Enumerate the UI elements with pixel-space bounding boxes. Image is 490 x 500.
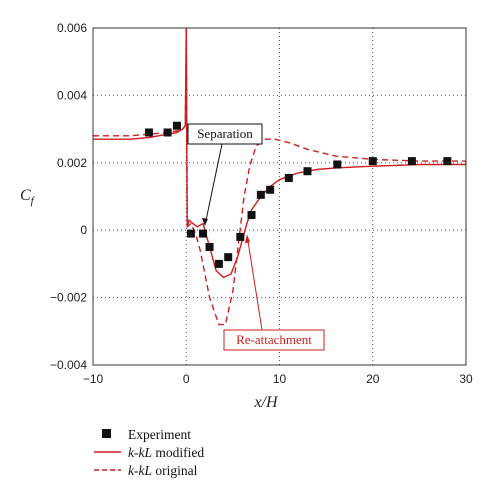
experiment-point (199, 229, 208, 238)
experiment-markers (144, 121, 452, 268)
experiment-point (214, 259, 223, 268)
grid-lines (93, 28, 466, 365)
x-axis-label: x/H (253, 394, 279, 411)
x-tick-label: 30 (459, 372, 473, 386)
series-line-modified (93, 28, 466, 279)
tick-labels: −10 0 10 20 30 −0.004 −0.002 0 0.002 0.004 0.006 (50, 21, 473, 386)
reattachment-callout-box (223, 329, 325, 351)
x-tick-label: 10 (273, 372, 287, 386)
experiment-point (224, 253, 233, 262)
experiment-point (247, 211, 256, 220)
separation-callout-text: Separation (197, 126, 253, 141)
legend-label: k-kL original (128, 463, 198, 478)
separation-callout-box (187, 123, 263, 145)
experiment-point (172, 121, 181, 130)
y-tick-label: −0.002 (50, 291, 87, 305)
experiment-point (256, 190, 265, 199)
plot-frame (92, 27, 467, 366)
experiment-point (144, 128, 153, 137)
y-tick-label: 0 (80, 223, 87, 237)
experiment-point (303, 167, 312, 176)
experiment-point (368, 157, 377, 166)
reattachment-arrow (247, 241, 263, 331)
reattachment-arrowhead (244, 234, 250, 244)
annotations: Separation Re-attachment (187, 123, 325, 351)
experiment-point (407, 157, 416, 166)
experiment-point (443, 157, 452, 166)
experiment-point (205, 243, 214, 252)
y-tick-label: −0.004 (50, 358, 87, 372)
x-tick-label: 20 (366, 372, 380, 386)
legend-marker-experiment (102, 429, 111, 438)
legend-label: Experiment (128, 427, 191, 442)
experiment-point (284, 173, 293, 182)
y-axis-label: Cf (20, 187, 36, 207)
separation-arrowhead (201, 217, 208, 226)
experiment-point (236, 232, 245, 241)
separation-arrow (205, 143, 223, 221)
series-line-original (93, 28, 466, 326)
legend-label: k-kL modified (128, 445, 204, 460)
y-tick-label: 0.002 (57, 156, 87, 170)
legend: Experiment k-kL modified k-kL original (94, 427, 204, 478)
experiment-point (266, 185, 275, 194)
experiment-point (163, 128, 172, 137)
x-tick-label: −10 (83, 372, 104, 386)
series-curves (93, 28, 466, 326)
y-tick-label: 0.004 (57, 88, 87, 102)
reattachment-callout-text: Re-attachment (236, 332, 312, 347)
x-tick-label: 0 (183, 372, 190, 386)
experiment-point (186, 229, 195, 238)
y-tick-label: 0.006 (57, 21, 87, 35)
experiment-point (333, 160, 342, 169)
